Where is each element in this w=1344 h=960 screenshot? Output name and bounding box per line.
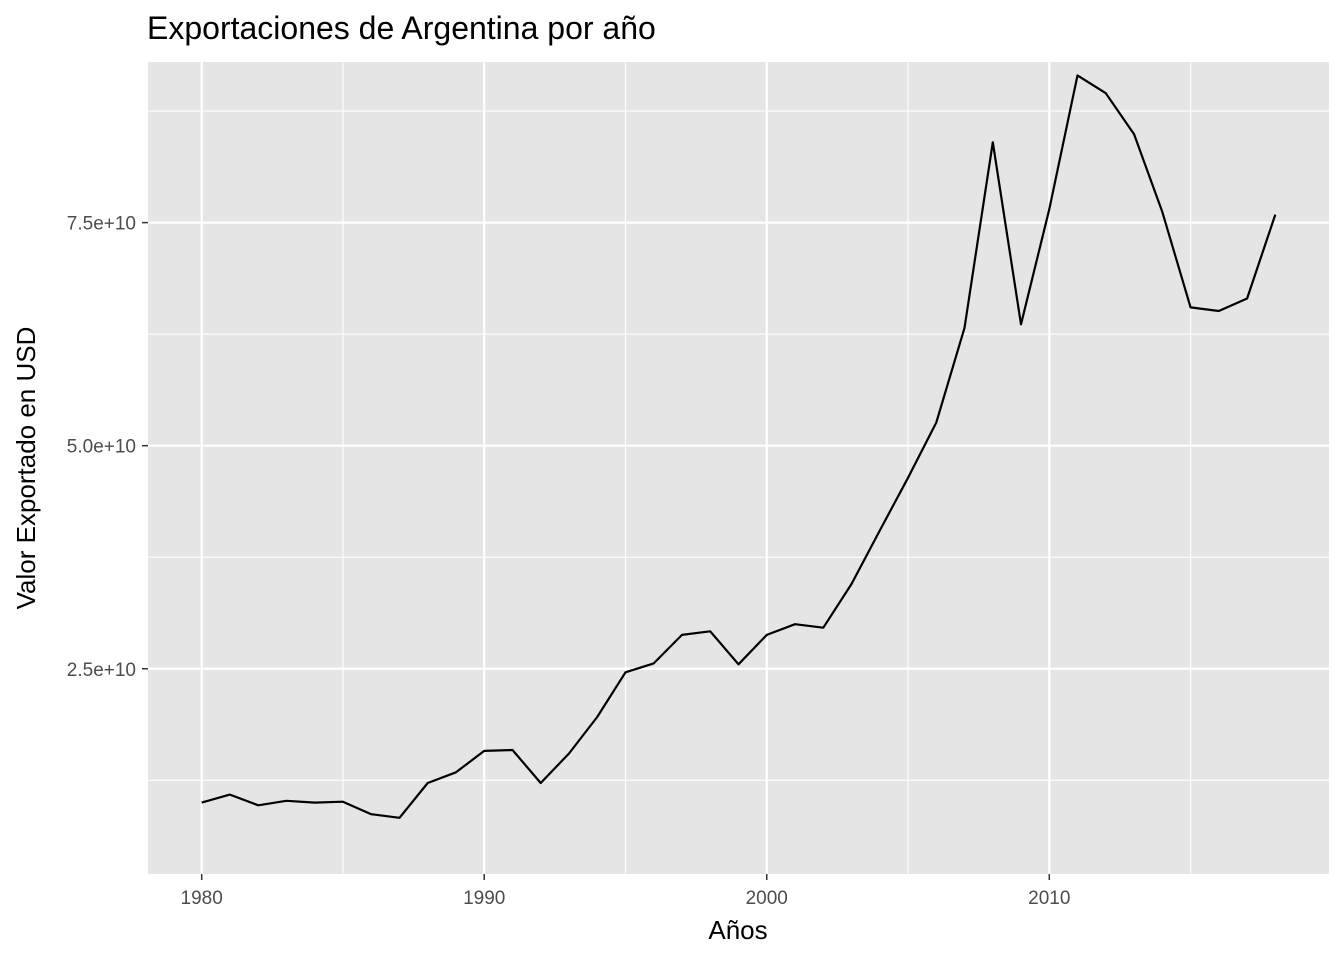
x-tick-label: 2000 [746, 888, 788, 909]
y-axis-ticks: 2.5e+10 5.0e+10 7.5e+10 [67, 214, 148, 681]
data-point [964, 327, 966, 329]
data-point [738, 663, 740, 665]
data-point [285, 800, 287, 802]
data-point [483, 750, 485, 752]
data-point [1190, 306, 1192, 308]
y-tick-label: 2.5e+10 [67, 660, 136, 681]
data-point [681, 634, 683, 636]
data-point [794, 623, 796, 625]
data-point [1077, 74, 1079, 76]
data-point [1161, 211, 1163, 213]
data-point [907, 477, 909, 479]
data-point [653, 662, 655, 664]
data-point [370, 813, 372, 815]
chart-title: Exportaciones de Argentina por año [147, 10, 656, 46]
data-point [398, 817, 400, 819]
x-tick-label: 2010 [1028, 888, 1070, 909]
export-series-line [201, 74, 1277, 819]
data-point [257, 804, 259, 806]
data-point [1020, 323, 1022, 325]
data-point [342, 801, 344, 803]
minor-gridlines [148, 62, 1329, 874]
plot-panel [148, 62, 1329, 874]
data-point [1133, 133, 1135, 135]
data-point [1246, 297, 1248, 299]
x-axis-ticks: 1980 1990 2000 2010 [181, 874, 1070, 909]
data-point [1218, 310, 1220, 312]
data-point [935, 421, 937, 423]
x-tick-label: 1980 [181, 888, 223, 909]
data-point [229, 794, 231, 796]
data-point [1105, 92, 1107, 94]
y-tick-label: 5.0e+10 [67, 437, 136, 458]
data-point [879, 529, 881, 531]
data-point [992, 141, 994, 143]
x-tick-label: 1990 [463, 888, 505, 909]
data-point [596, 716, 598, 718]
data-point [1048, 208, 1050, 210]
data-point [1274, 214, 1276, 216]
data-point [624, 671, 626, 673]
data-point [709, 630, 711, 632]
data-point [201, 802, 203, 804]
x-axis-title: Años [708, 915, 767, 945]
data-point [851, 583, 853, 585]
data-point [568, 753, 570, 755]
data-point [766, 634, 768, 636]
major-gridlines [148, 62, 1329, 874]
data-point [427, 782, 429, 784]
data-point [511, 749, 513, 751]
y-tick-label: 7.5e+10 [67, 214, 136, 235]
data-point [314, 802, 316, 804]
data-point [540, 782, 542, 784]
data-point [455, 771, 457, 773]
data-point [822, 627, 824, 629]
y-axis-title: Valor Exportado en USD [11, 327, 41, 610]
